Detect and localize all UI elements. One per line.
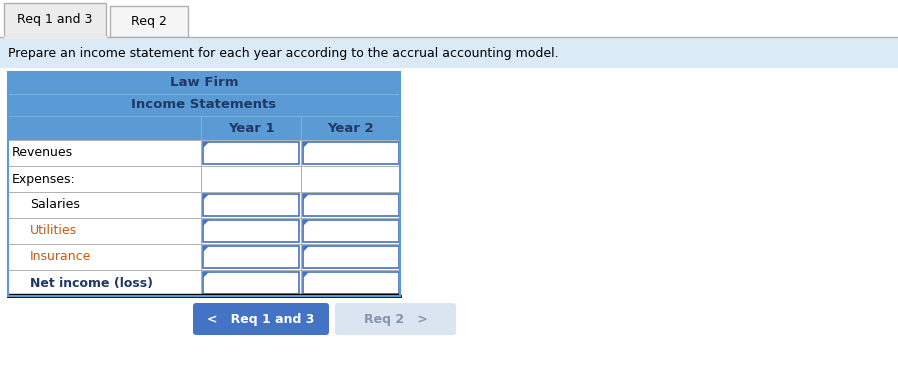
Text: Expenses:: Expenses: <box>12 172 75 186</box>
FancyBboxPatch shape <box>335 303 456 335</box>
Polygon shape <box>203 194 209 200</box>
FancyBboxPatch shape <box>193 303 329 335</box>
Text: Net income (loss): Net income (loss) <box>30 276 153 290</box>
FancyBboxPatch shape <box>8 270 400 296</box>
Text: Salaries: Salaries <box>30 199 80 211</box>
Text: Year 2: Year 2 <box>327 122 374 134</box>
FancyBboxPatch shape <box>0 38 898 68</box>
FancyBboxPatch shape <box>8 116 400 140</box>
Text: Prepare an income statement for each year according to the accrual accounting mo: Prepare an income statement for each yea… <box>8 47 559 60</box>
Text: Req 2   >: Req 2 > <box>364 313 427 325</box>
Text: Utilities: Utilities <box>30 224 77 238</box>
FancyBboxPatch shape <box>203 194 299 216</box>
FancyBboxPatch shape <box>8 218 400 244</box>
FancyBboxPatch shape <box>203 142 299 164</box>
FancyBboxPatch shape <box>8 166 400 192</box>
FancyBboxPatch shape <box>203 272 299 294</box>
FancyBboxPatch shape <box>8 244 400 270</box>
FancyBboxPatch shape <box>110 6 188 37</box>
FancyBboxPatch shape <box>303 220 399 242</box>
FancyBboxPatch shape <box>4 3 106 37</box>
Polygon shape <box>303 272 309 278</box>
FancyBboxPatch shape <box>303 272 399 294</box>
FancyBboxPatch shape <box>8 140 400 166</box>
FancyBboxPatch shape <box>8 192 400 218</box>
Polygon shape <box>303 194 309 200</box>
Polygon shape <box>203 220 209 226</box>
Text: Insurance: Insurance <box>30 251 92 263</box>
FancyBboxPatch shape <box>8 94 400 116</box>
FancyBboxPatch shape <box>203 246 299 268</box>
FancyBboxPatch shape <box>203 220 299 242</box>
Polygon shape <box>203 246 209 252</box>
FancyBboxPatch shape <box>303 194 399 216</box>
Text: Year 1: Year 1 <box>228 122 274 134</box>
Text: Income Statements: Income Statements <box>131 99 277 112</box>
Text: Req 2: Req 2 <box>131 15 167 28</box>
Polygon shape <box>303 246 309 252</box>
Polygon shape <box>303 220 309 226</box>
Text: <   Req 1 and 3: < Req 1 and 3 <box>207 313 314 325</box>
Text: Law Firm: Law Firm <box>170 77 238 89</box>
FancyBboxPatch shape <box>303 142 399 164</box>
FancyBboxPatch shape <box>303 246 399 268</box>
Text: Revenues: Revenues <box>12 147 73 159</box>
Polygon shape <box>203 142 209 148</box>
Polygon shape <box>303 142 309 148</box>
Polygon shape <box>203 272 209 278</box>
FancyBboxPatch shape <box>8 72 400 94</box>
Text: Req 1 and 3: Req 1 and 3 <box>17 13 92 27</box>
